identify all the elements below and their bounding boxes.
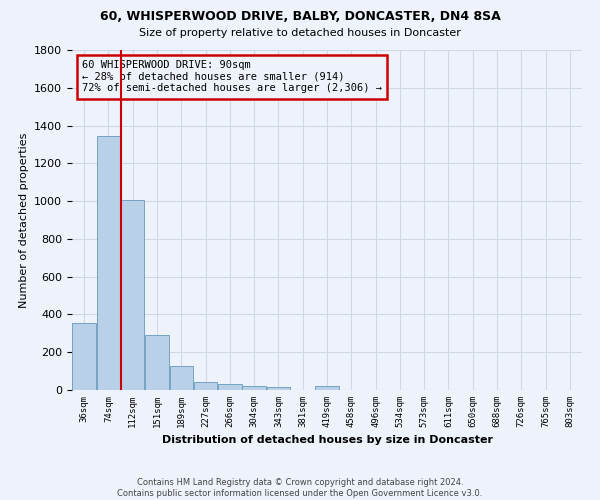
Bar (97, 136, 120, 390)
Text: 60 WHISPERWOOD DRIVE: 90sqm
← 28% of detached houses are smaller (914)
72% of se: 60 WHISPERWOOD DRIVE: 90sqm ← 28% of det… (82, 60, 382, 94)
Bar (170, 366, 193, 390)
Text: Size of property relative to detached houses in Doncaster: Size of property relative to detached ho… (139, 28, 461, 38)
Text: Contains HM Land Registry data © Crown copyright and database right 2024.
Contai: Contains HM Land Registry data © Crown c… (118, 478, 482, 498)
Bar (121, 200, 145, 390)
Bar (194, 382, 217, 390)
Bar (73, 323, 96, 390)
Bar (218, 384, 242, 390)
X-axis label: Distribution of detached houses by size in Doncaster: Distribution of detached houses by size … (161, 436, 493, 446)
Bar (266, 386, 290, 390)
Bar (145, 335, 169, 390)
Bar (315, 386, 339, 390)
Bar (242, 386, 266, 390)
Y-axis label: Number of detached properties: Number of detached properties (19, 132, 29, 308)
Text: 60, WHISPERWOOD DRIVE, BALBY, DONCASTER, DN4 8SA: 60, WHISPERWOOD DRIVE, BALBY, DONCASTER,… (100, 10, 500, 23)
